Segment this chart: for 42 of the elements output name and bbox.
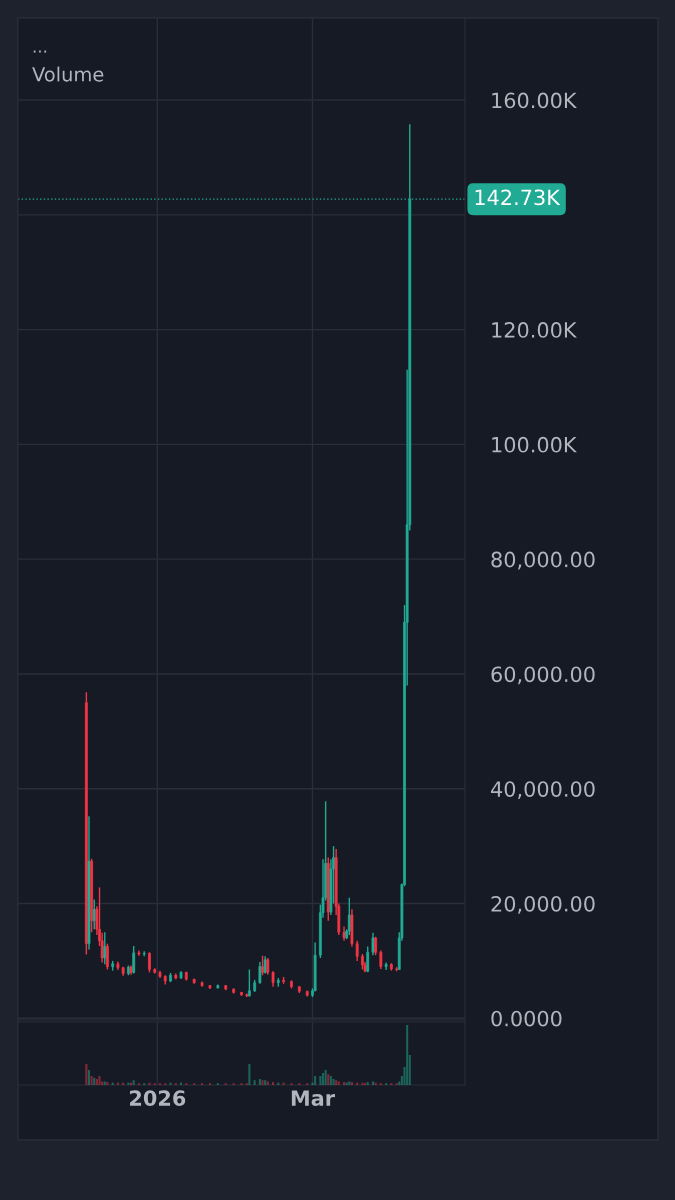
candlestick	[103, 931, 107, 966]
candlestick	[232, 987, 236, 995]
y-tick-label: 40,000.00	[491, 781, 595, 800]
candlestick	[371, 932, 375, 956]
y-tick-label: 120.00K	[492, 322, 577, 338]
candlestick	[169, 972, 172, 983]
chart-title: Volume	[32, 66, 104, 82]
ref-line-label: 142.73K	[475, 189, 561, 206]
bar	[272, 1082, 275, 1085]
bar	[311, 1082, 314, 1085]
candlestick	[148, 951, 151, 974]
bar	[319, 1076, 322, 1085]
annotation: ...	[33, 50, 47, 53]
x-tick-label: Mar	[291, 1090, 335, 1106]
candlestick	[106, 942, 109, 971]
bar	[148, 1082, 151, 1085]
candlestick	[379, 949, 383, 970]
y-tick-label: 20,000.00	[491, 895, 595, 914]
bar	[248, 1064, 251, 1085]
bar	[85, 1064, 88, 1085]
y-tick-label: 80,000.00	[491, 551, 595, 570]
y-tick-label: 60,000.00	[491, 666, 595, 685]
y-tick-label: 160.00K	[492, 92, 577, 109]
candlestick	[361, 953, 364, 971]
candlestick	[282, 976, 285, 985]
bar	[314, 1076, 317, 1085]
bar	[400, 1076, 403, 1085]
candlestick	[374, 936, 377, 956]
bar	[324, 1070, 327, 1085]
bar	[403, 1067, 406, 1085]
bar	[98, 1076, 101, 1085]
candlestick	[240, 991, 243, 997]
bar	[408, 1055, 411, 1085]
bar	[169, 1082, 172, 1085]
bar	[321, 1073, 325, 1085]
x-tick-label: 2026	[130, 1090, 186, 1106]
bar	[406, 1025, 409, 1085]
bar	[253, 1080, 256, 1085]
y-tick-label: 0.0000	[491, 1010, 562, 1027]
y-tick-label: 100.00K	[492, 436, 577, 453]
candlestick	[290, 979, 293, 990]
bar	[87, 1070, 91, 1085]
